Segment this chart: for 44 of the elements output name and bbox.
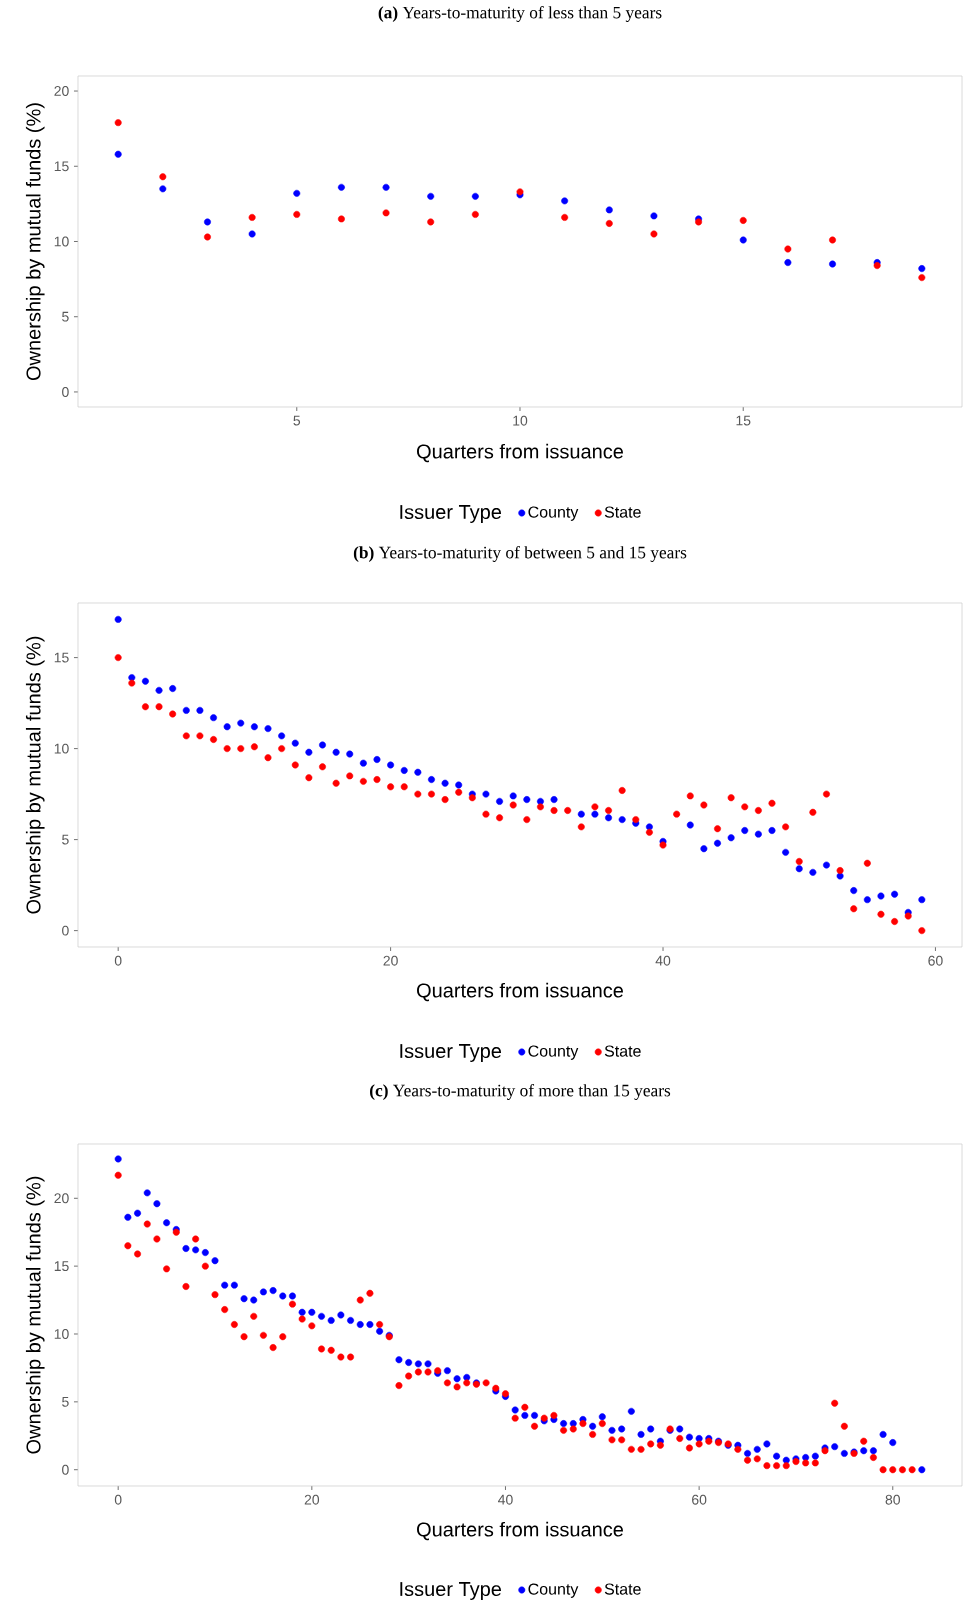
chart-title: (b) Years-to-maturity of between 5 and 15 years — [353, 546, 687, 562]
legend-title: Issuer Type — [400, 1582, 502, 1601]
x-tick-label: 15 — [736, 415, 751, 426]
y-tick-label: 20 — [54, 86, 69, 96]
legend-label: County — [528, 1045, 579, 1060]
x-tick-label: 20 — [383, 955, 398, 966]
x-axis-title: Quarters from issuance — [417, 982, 623, 1002]
y-tick-label: 0 — [62, 387, 69, 397]
legend-label: County — [528, 1583, 579, 1598]
x-tick-label: 80 — [885, 1494, 901, 1505]
x-tick-label: 60 — [692, 1494, 707, 1505]
legend-label: State — [604, 1583, 641, 1595]
x-tick-label: 10 — [513, 415, 528, 426]
y-tick-label: 10 — [54, 743, 69, 754]
y-tick-label: 10 — [54, 236, 69, 247]
y-tick-label: 5 — [62, 1396, 69, 1407]
y-tick-label: 20 — [54, 1193, 69, 1204]
y-tick-label: 10 — [54, 1329, 69, 1339]
x-tick-label: 0 — [114, 955, 122, 966]
chart-title: (c) Years-to-maturity of more than 15 years — [370, 1084, 671, 1100]
x-tick-label: 0 — [114, 1494, 122, 1505]
x-tick-label: 40 — [498, 1494, 513, 1505]
legend-label: State — [604, 506, 641, 518]
y-axis-title: Ownership by mutual funds (%) — [25, 1176, 45, 1454]
x-tick-label: 20 — [304, 1494, 320, 1505]
x-tick-label: 5 — [293, 415, 301, 426]
y-tick-label: 0 — [62, 925, 69, 936]
x-axis-title: Quarters from issuance — [417, 1521, 623, 1541]
x-tick-label: 40 — [655, 955, 671, 966]
x-tick-label: 60 — [928, 955, 943, 966]
y-axis-title: Ownership by mutual funds (%) — [25, 103, 45, 381]
chart-title: (a) Years-to-maturity of less than 5 years — [378, 6, 662, 22]
y-tick-label: 15 — [54, 1261, 69, 1272]
x-axis-title: Quarters from issuance — [417, 443, 623, 463]
legend-title: Issuer Type — [400, 505, 502, 523]
legend-label: State — [604, 1045, 641, 1057]
y-axis-title: Ownership by mutual funds (%) — [25, 636, 45, 914]
legend-title: Issuer Type — [400, 1044, 502, 1063]
y-tick-label: 15 — [54, 652, 69, 663]
y-tick-label: 5 — [62, 834, 69, 845]
y-tick-label: 15 — [54, 161, 69, 172]
legend-label: County — [528, 506, 579, 521]
y-tick-label: 5 — [62, 311, 69, 322]
y-tick-label: 0 — [62, 1464, 69, 1475]
